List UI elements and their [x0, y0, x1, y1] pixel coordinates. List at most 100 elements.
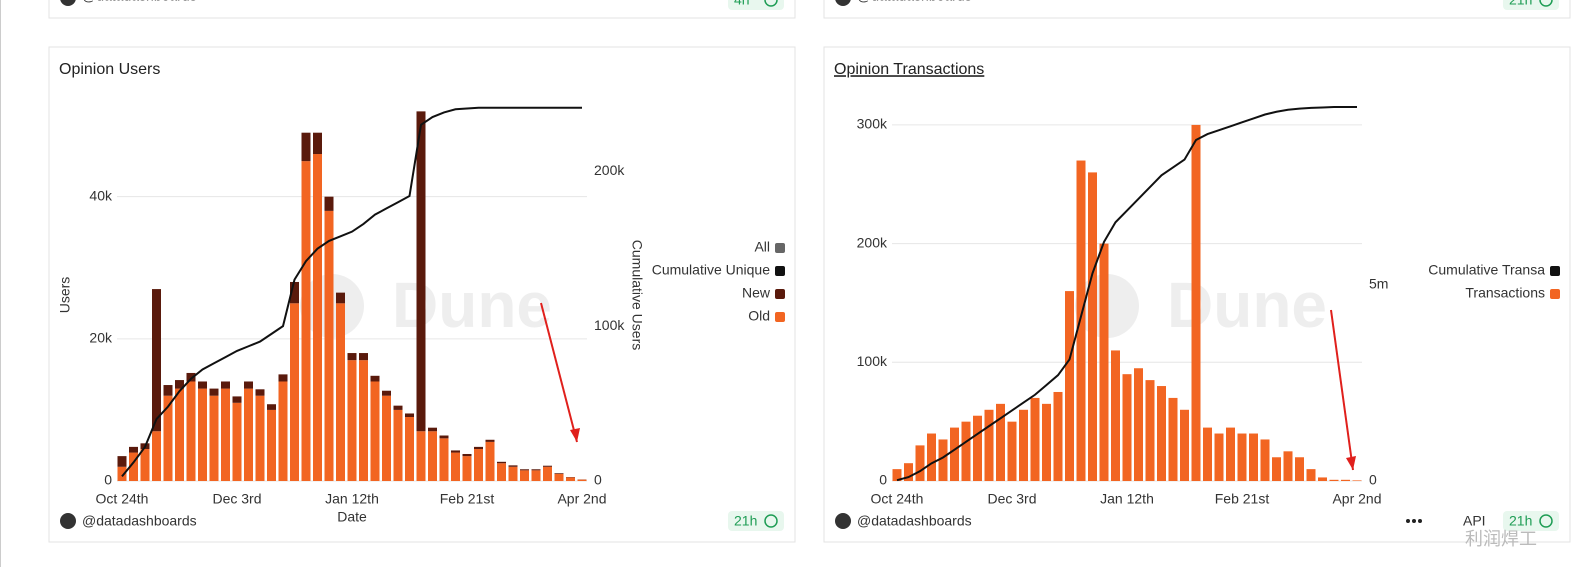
- bar: [1007, 421, 1017, 481]
- more-dot: [1418, 519, 1422, 523]
- bar: [554, 473, 564, 474]
- bar: [1168, 397, 1178, 481]
- bar: [209, 395, 219, 481]
- bar: [370, 375, 380, 382]
- bar: [163, 395, 173, 481]
- line: [121, 106, 582, 477]
- age: 4h: [734, 0, 750, 8]
- bar: [313, 154, 322, 481]
- bar: [232, 402, 242, 481]
- bar: [428, 431, 437, 481]
- bar: [186, 381, 196, 481]
- bar: [1042, 403, 1051, 481]
- bar: [1157, 386, 1166, 481]
- bar: [244, 381, 253, 389]
- bar: [1306, 469, 1316, 481]
- y-tick-label: 0: [879, 472, 887, 488]
- bar: [984, 409, 994, 481]
- bar: [1249, 433, 1258, 481]
- chart-title[interactable]: Opinion Transactions: [834, 61, 984, 78]
- bar: [152, 431, 161, 481]
- bar: [278, 374, 288, 382]
- bar: [1065, 291, 1074, 481]
- legend-label[interactable]: Transactions: [1465, 285, 1545, 301]
- legend-label[interactable]: Old: [748, 308, 770, 324]
- author[interactable]: @datadashboards: [857, 513, 972, 529]
- y-axis-title: Users: [57, 277, 73, 314]
- check-icon: [764, 0, 778, 7]
- bar: [904, 463, 913, 481]
- legend-swatch: [775, 289, 785, 299]
- arrow-head: [570, 428, 580, 442]
- bar: [961, 421, 971, 481]
- avatar: [60, 0, 76, 6]
- bar: [382, 395, 391, 481]
- bar: [1111, 350, 1120, 481]
- bar: [497, 463, 506, 481]
- legend-label[interactable]: Cumulative Unique: [652, 262, 770, 278]
- legend-label[interactable]: All: [754, 239, 770, 255]
- bar: [520, 470, 529, 481]
- bar: [508, 465, 518, 467]
- chart-title: Opinion Users: [59, 61, 160, 78]
- bar: [301, 132, 311, 162]
- y2-tick-label: 0: [1369, 472, 1377, 488]
- bar: [462, 453, 472, 457]
- y2-tick-label: 200k: [594, 162, 625, 178]
- bar: [324, 196, 334, 211]
- age: 21h: [734, 513, 757, 529]
- bar: [416, 111, 426, 432]
- bar: [474, 446, 483, 450]
- bar: [428, 427, 437, 432]
- bar: [393, 409, 403, 481]
- bar: [186, 372, 196, 382]
- age: 21h: [1509, 0, 1532, 8]
- arrow: [540, 302, 578, 443]
- bar: [451, 452, 460, 481]
- x-tick-label: Apr 2nd: [557, 491, 606, 507]
- bar: [267, 409, 276, 481]
- bar: [267, 404, 276, 410]
- bar: [129, 452, 138, 481]
- y2-axis-title: Cumulative Users: [629, 240, 645, 350]
- bar: [1134, 368, 1143, 481]
- check-icon: [1539, 514, 1553, 528]
- age: 21h: [1509, 513, 1532, 529]
- bar: [336, 303, 345, 481]
- bar: [543, 465, 552, 467]
- action[interactable]: API: [1463, 513, 1486, 529]
- bar: [163, 385, 173, 396]
- y-tick-label: 40k: [89, 187, 113, 203]
- author[interactable]: @datadashboards: [82, 513, 197, 529]
- bar: [439, 435, 449, 439]
- bar: [497, 461, 506, 464]
- x-tick-label: Feb 21st: [440, 491, 495, 507]
- check-icon: [1539, 0, 1553, 7]
- bar: [232, 396, 242, 403]
- bar: [129, 446, 138, 453]
- x-tick-label: Jan 12th: [1100, 491, 1154, 507]
- bar: [554, 473, 564, 481]
- bar: [892, 469, 902, 481]
- bar: [1030, 397, 1040, 481]
- bar: [915, 445, 925, 481]
- bar: [1237, 433, 1247, 481]
- x-tick-label: Jan 12th: [325, 491, 379, 507]
- bar: [1329, 479, 1339, 481]
- bar: [198, 388, 207, 481]
- legend-label[interactable]: Cumulative Transa: [1428, 262, 1545, 278]
- legend-label[interactable]: New: [742, 285, 771, 301]
- bar: [1076, 160, 1086, 481]
- bar: [405, 413, 414, 418]
- bar: [255, 389, 265, 396]
- bar: [1191, 124, 1201, 481]
- legend-swatch: [775, 312, 785, 322]
- watermark: Dune: [1167, 269, 1327, 341]
- avatar: [835, 0, 851, 6]
- bar: [175, 380, 184, 389]
- legend-swatch: [1550, 266, 1560, 276]
- bar: [221, 381, 230, 389]
- bar: [313, 132, 322, 155]
- watermark: Dune: [392, 269, 552, 341]
- bar: [938, 439, 948, 481]
